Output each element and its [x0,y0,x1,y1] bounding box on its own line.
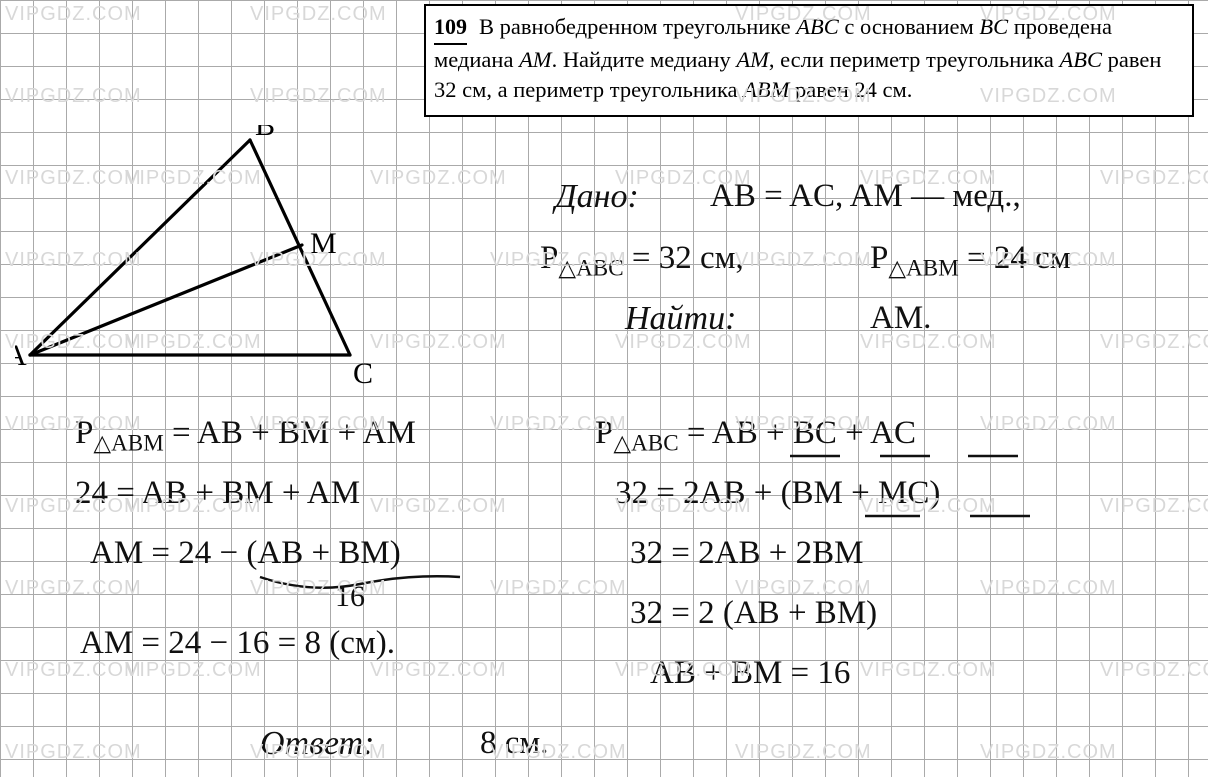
watermark: VIPGDZ.COM [370,331,507,354]
watermark: VIPGDZ.COM [615,495,752,518]
watermark: VIPGDZ.COM [980,249,1117,272]
watermark: VIPGDZ.COM [5,413,142,436]
watermark: VIPGDZ.COM [980,413,1117,436]
watermark: VIPGDZ.COM [735,3,872,26]
svg-text:C: C [353,357,373,390]
watermark: VIPGDZ.COM [5,3,142,26]
watermark: VIPGDZ.COM [615,167,752,190]
watermark: VIPGDZ.COM [125,495,262,518]
watermark: VIPGDZ.COM [1100,659,1208,682]
watermark: VIPGDZ.COM [250,249,387,272]
watermark: VIPGDZ.COM [980,85,1117,108]
watermark: VIPGDZ.COM [860,495,997,518]
watermark: VIPGDZ.COM [125,331,262,354]
watermark: VIPGDZ.COM [5,577,142,600]
watermark: VIPGDZ.COM [370,495,507,518]
watermark: VIPGDZ.COM [5,495,142,518]
watermark: VIPGDZ.COM [735,577,872,600]
watermark: VIPGDZ.COM [980,3,1117,26]
watermark: VIPGDZ.COM [490,249,627,272]
svg-text:B: B [255,125,275,142]
watermark: VIPGDZ.COM [615,331,752,354]
watermark: VIPGDZ.COM [5,249,142,272]
watermark: VIPGDZ.COM [735,741,872,764]
watermark: VIPGDZ.COM [5,85,142,108]
watermark: VIPGDZ.COM [860,659,997,682]
watermark: VIPGDZ.COM [615,659,752,682]
watermark: VIPGDZ.COM [125,659,262,682]
watermark: VIPGDZ.COM [1100,167,1208,190]
watermark: VIPGDZ.COM [250,3,387,26]
watermark: VIPGDZ.COM [5,659,142,682]
watermark: VIPGDZ.COM [735,249,872,272]
underline-icon [780,450,1130,462]
watermark: VIPGDZ.COM [250,413,387,436]
watermark: VIPGDZ.COM [735,85,872,108]
eq-left-3: AM = 24 − (AB + BM) [90,535,401,572]
watermark: VIPGDZ.COM [1100,331,1208,354]
watermark: VIPGDZ.COM [860,331,997,354]
watermark: VIPGDZ.COM [250,85,387,108]
watermark: VIPGDZ.COM [5,741,142,764]
watermark: VIPGDZ.COM [980,741,1117,764]
watermark: VIPGDZ.COM [490,741,627,764]
watermark: VIPGDZ.COM [490,577,627,600]
eq-right-4: 32 = 2 (AB + BM) [630,595,877,632]
watermark: VIPGDZ.COM [980,577,1117,600]
watermark: VIPGDZ.COM [860,167,997,190]
watermark: VIPGDZ.COM [125,167,262,190]
watermark: VIPGDZ.COM [1100,495,1208,518]
watermark: VIPGDZ.COM [370,659,507,682]
problem-number: 109 [434,12,467,45]
watermark: VIPGDZ.COM [5,167,142,190]
watermark: VIPGDZ.COM [250,741,387,764]
watermark: VIPGDZ.COM [735,413,872,436]
watermark: VIPGDZ.COM [250,577,387,600]
watermark: VIPGDZ.COM [5,331,142,354]
eq-right-3: 32 = 2AB + 2BM [630,535,863,572]
watermark: VIPGDZ.COM [490,413,627,436]
eq-left-4: AM = 24 − 16 = 8 (см). [80,625,395,662]
watermark: VIPGDZ.COM [370,167,507,190]
